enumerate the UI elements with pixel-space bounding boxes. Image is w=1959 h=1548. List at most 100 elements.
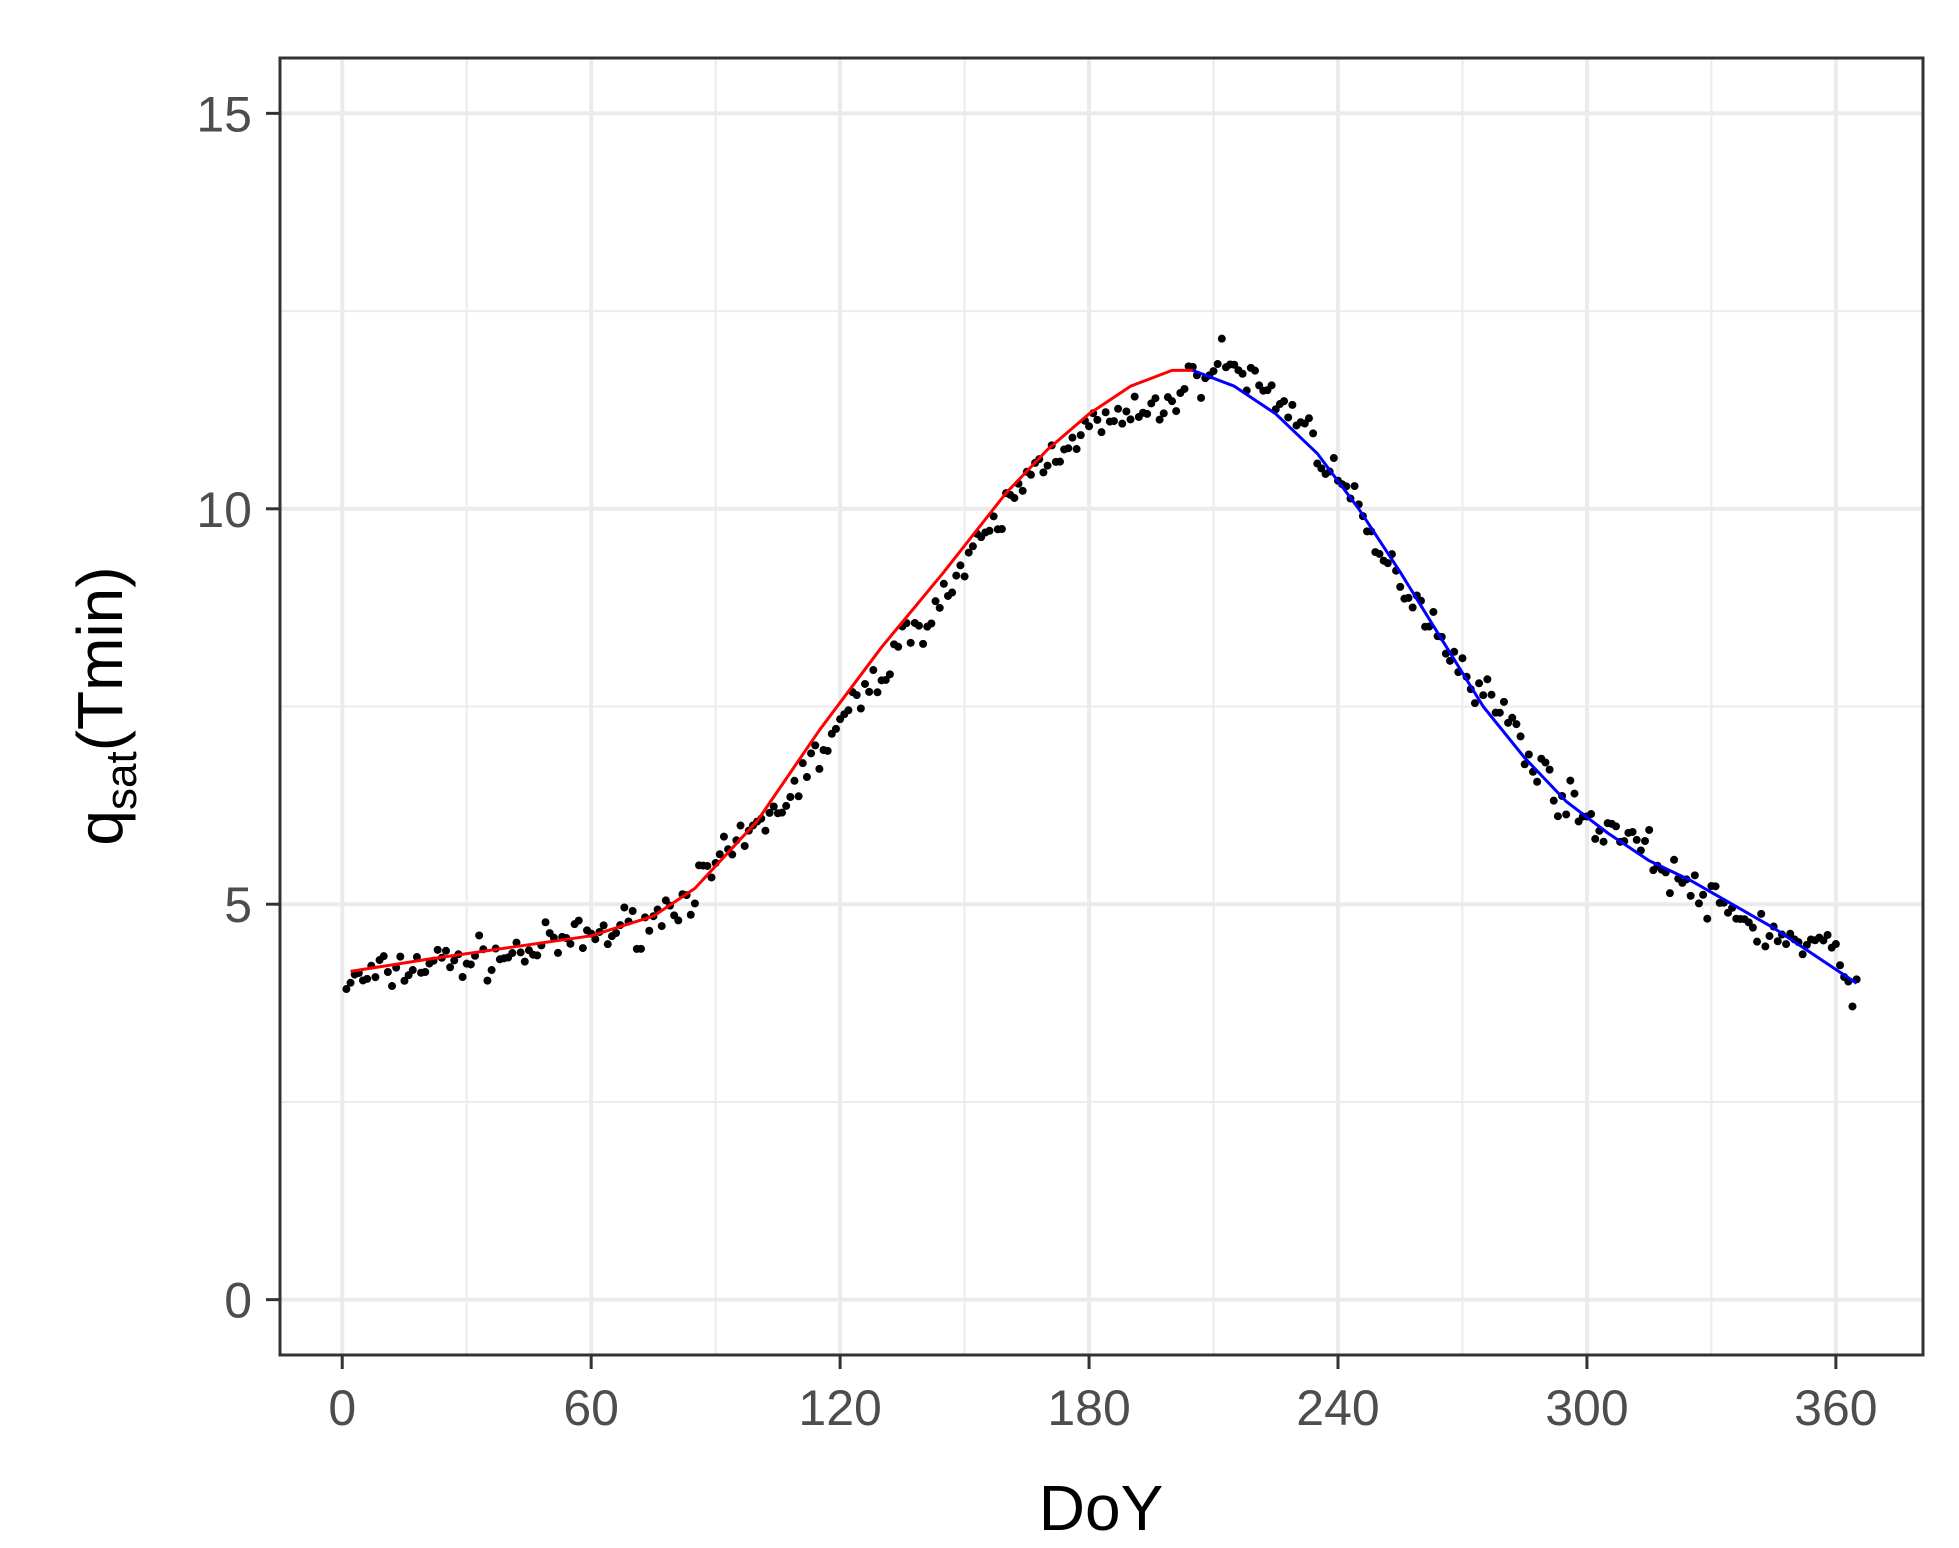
data-point: [1043, 461, 1052, 470]
data-point: [1217, 334, 1226, 343]
data-point: [1848, 1002, 1857, 1011]
data-point: [1495, 708, 1504, 717]
data-point: [1304, 414, 1313, 423]
data-point: [1703, 914, 1712, 923]
data-point: [1831, 940, 1840, 949]
data-point: [1748, 923, 1757, 932]
data-point: [1168, 397, 1177, 406]
data-point: [823, 746, 832, 755]
data-point: [1786, 929, 1795, 938]
data-point: [703, 861, 712, 870]
data-point: [628, 907, 637, 916]
data-point: [1761, 942, 1770, 951]
data-point: [1109, 417, 1118, 426]
y-axis-title-suffix: (Tmin): [64, 566, 136, 751]
data-point: [686, 910, 695, 919]
x-tick-label: 300: [1545, 1380, 1628, 1436]
data-point: [1458, 654, 1467, 663]
data-point: [852, 691, 861, 700]
x-tick-label: 360: [1794, 1380, 1877, 1436]
data-point: [603, 940, 612, 949]
data-point: [371, 973, 380, 982]
data-point: [1213, 359, 1222, 368]
data-point: [1317, 464, 1326, 473]
data-point: [736, 821, 745, 830]
data-point: [1836, 961, 1845, 970]
data-point: [620, 903, 629, 912]
data-point: [1520, 760, 1529, 769]
data-point: [433, 945, 442, 954]
data-point: [1429, 607, 1438, 616]
data-point: [948, 588, 957, 597]
data-point: [1773, 937, 1782, 946]
data-point: [1309, 429, 1318, 438]
data-point: [1782, 940, 1791, 949]
data-point: [466, 960, 475, 969]
data-point: [1632, 835, 1641, 844]
data-point: [1470, 699, 1479, 708]
data-point: [1396, 582, 1405, 591]
data-point: [1549, 796, 1558, 805]
plot-border: [278, 56, 1925, 1357]
data-point: [1475, 679, 1484, 688]
data-point: [1611, 822, 1620, 831]
data-point: [1197, 393, 1206, 402]
grid-major: [280, 58, 1923, 1355]
data-point: [1280, 397, 1289, 406]
data-point: [1483, 675, 1492, 684]
data-point: [1122, 407, 1131, 416]
data-point: [1064, 444, 1073, 453]
data-point: [728, 850, 737, 859]
data-point: [475, 931, 484, 940]
x-tick-label: 0: [328, 1380, 356, 1436]
data-point: [1404, 593, 1413, 602]
data-point: [690, 899, 699, 908]
data-point: [1591, 834, 1600, 843]
data-point: [1056, 457, 1065, 466]
y-tick-label: 5: [224, 877, 252, 933]
data-point: [869, 666, 878, 675]
data-point: [483, 976, 492, 985]
data-point: [794, 792, 803, 801]
data-point: [769, 802, 778, 811]
data-point: [1151, 394, 1160, 403]
data-point: [446, 963, 455, 972]
data-point: [715, 850, 724, 859]
data-point: [1072, 445, 1081, 454]
data-point: [1499, 697, 1508, 706]
y-tick-label: 10: [196, 482, 252, 538]
data-point: [1126, 415, 1135, 424]
data-point: [786, 792, 795, 801]
y-tick-label: 0: [224, 1273, 252, 1329]
data-point: [1765, 932, 1774, 941]
data-point: [935, 603, 944, 612]
data-point: [861, 679, 870, 688]
data-point: [1545, 765, 1554, 774]
data-point: [1068, 433, 1077, 442]
data-point: [1823, 930, 1832, 939]
data-point: [421, 967, 430, 976]
data-point: [1757, 909, 1766, 918]
data-point: [885, 670, 894, 679]
data-point: [342, 985, 351, 994]
data-point: [1097, 428, 1106, 437]
x-axis: 0 60 120 180 240 300 360: [328, 1355, 1878, 1436]
data-point: [811, 741, 820, 750]
data-point: [574, 916, 583, 925]
fit-line-falling: [1192, 368, 1858, 985]
data-point: [989, 512, 998, 521]
data-point: [1798, 950, 1807, 959]
data-point: [798, 759, 807, 768]
data-point: [591, 935, 600, 944]
data-point: [566, 939, 575, 948]
data-point: [865, 687, 874, 696]
data-point: [346, 978, 355, 987]
grid-minor: [280, 58, 1923, 1355]
data-point: [802, 773, 811, 782]
data-point: [400, 976, 409, 985]
data-point: [520, 957, 529, 966]
data-point: [952, 571, 961, 580]
data-point: [363, 974, 372, 983]
data-point: [458, 973, 467, 982]
data-point: [1599, 837, 1608, 846]
